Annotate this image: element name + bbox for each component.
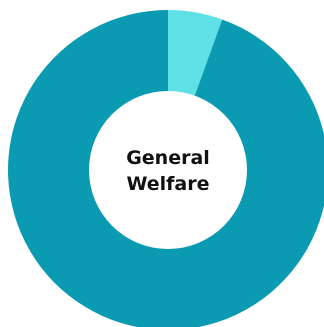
donut-hole [89, 91, 247, 249]
center-label-line-1: General [126, 147, 210, 169]
center-label-line-2: Welfare [126, 173, 209, 195]
